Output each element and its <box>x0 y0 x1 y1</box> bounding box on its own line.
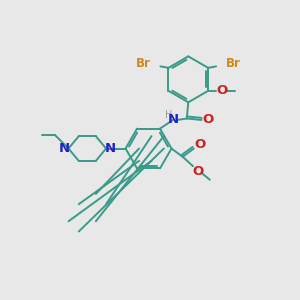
Text: Br: Br <box>226 57 241 70</box>
Text: N: N <box>105 142 116 155</box>
Text: N: N <box>167 113 178 127</box>
Text: N: N <box>58 142 70 155</box>
Text: O: O <box>192 165 204 178</box>
Text: Br: Br <box>136 57 151 70</box>
Text: O: O <box>194 138 206 151</box>
Text: O: O <box>202 113 214 127</box>
Text: O: O <box>216 84 227 97</box>
Text: H: H <box>166 110 173 120</box>
